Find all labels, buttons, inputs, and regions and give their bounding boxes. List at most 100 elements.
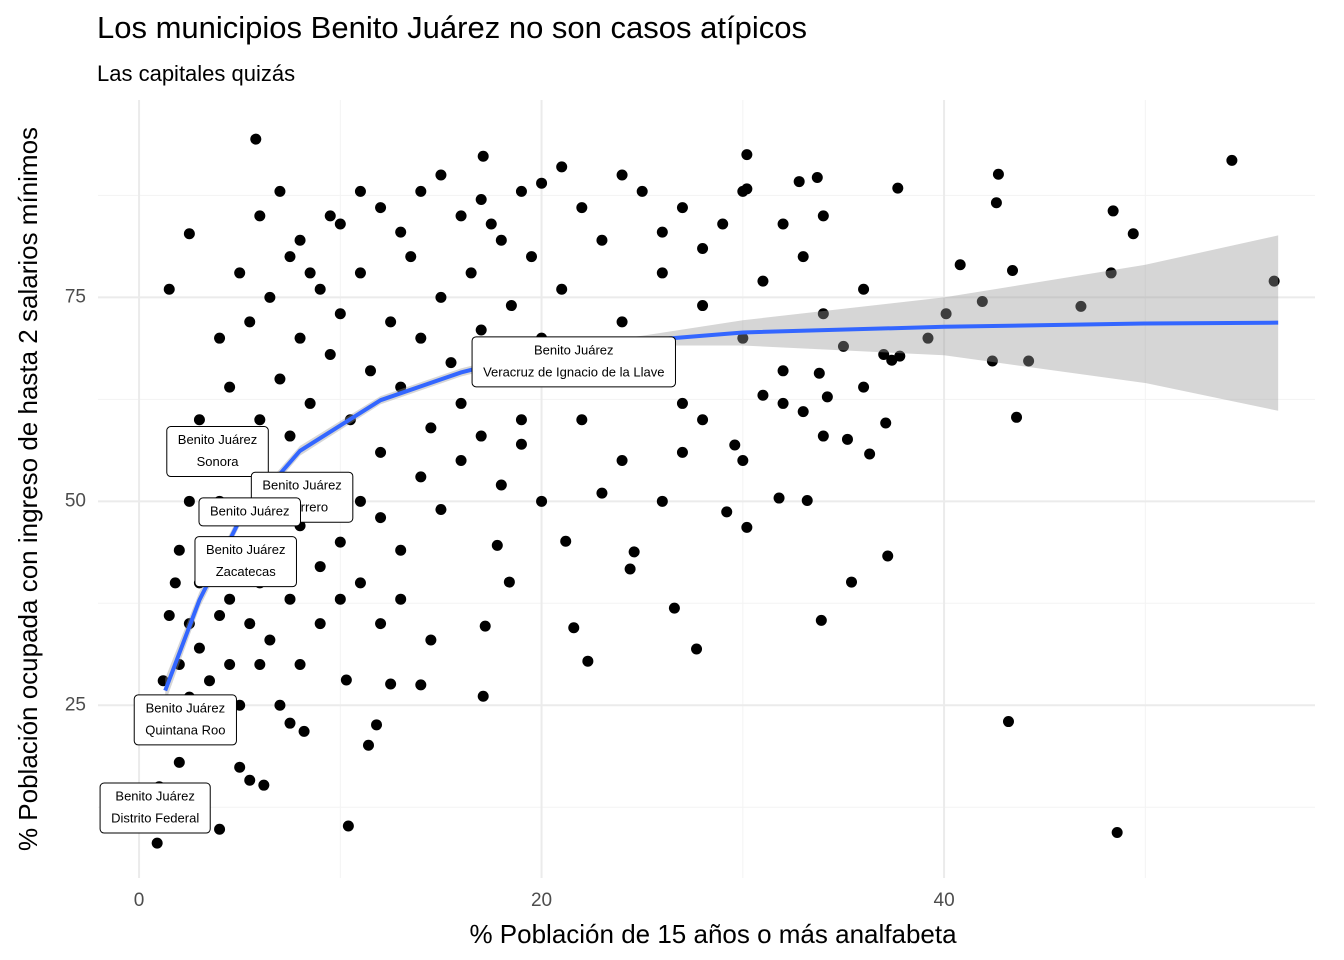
point (258, 779, 270, 791)
point (777, 218, 789, 230)
point (203, 675, 215, 687)
point (294, 234, 306, 246)
label-text: Benito Juárez (146, 700, 226, 715)
point (334, 593, 346, 605)
point (435, 503, 447, 515)
point (1107, 205, 1119, 217)
point (435, 169, 447, 181)
x-axis-title: % Población de 15 años o más analfabeta (469, 919, 957, 949)
point (214, 823, 226, 835)
label-text: Zacatecas (216, 564, 276, 579)
point (455, 210, 467, 222)
label-box (99, 782, 211, 834)
point (515, 438, 527, 450)
point (479, 620, 491, 632)
point (515, 414, 527, 426)
point (811, 171, 823, 183)
point (455, 455, 467, 467)
point (284, 717, 296, 729)
point (314, 283, 326, 295)
point (556, 161, 568, 173)
point (858, 381, 870, 393)
point (1127, 228, 1139, 240)
point (475, 430, 487, 442)
point (737, 332, 749, 344)
x-tick-label: 20 (531, 890, 552, 911)
y-tick-label: 75 (65, 286, 86, 307)
point (741, 149, 753, 161)
point (495, 479, 507, 491)
point (576, 414, 588, 426)
point (656, 267, 668, 279)
point (741, 521, 753, 533)
point (395, 381, 407, 393)
point (254, 414, 266, 426)
point (304, 267, 316, 279)
point (757, 275, 769, 287)
point (1268, 275, 1280, 287)
point (169, 577, 181, 589)
point (596, 234, 608, 246)
point (503, 576, 515, 588)
point (385, 678, 397, 690)
point (697, 242, 709, 254)
point (173, 544, 185, 556)
point (244, 774, 256, 786)
point (1111, 826, 1123, 838)
point (193, 414, 205, 426)
point (425, 422, 437, 434)
point (264, 291, 276, 303)
point (1226, 154, 1238, 166)
point (491, 539, 503, 551)
point (737, 185, 749, 197)
point (817, 430, 829, 442)
point (455, 397, 467, 409)
point (224, 593, 236, 605)
label-box (166, 426, 269, 478)
point (596, 487, 608, 499)
point (576, 202, 588, 214)
point (274, 699, 286, 711)
point (250, 133, 262, 145)
label-text: Benito Juárez (178, 432, 258, 447)
point (624, 563, 636, 575)
point (415, 185, 427, 197)
point (894, 350, 906, 362)
point (151, 837, 163, 849)
point (354, 185, 366, 197)
point (294, 332, 306, 344)
point (864, 448, 876, 460)
point (163, 283, 175, 295)
point (477, 690, 489, 702)
point (324, 210, 336, 222)
point (940, 308, 952, 320)
point (214, 610, 226, 622)
point (616, 455, 628, 467)
point (536, 495, 548, 507)
point (485, 218, 497, 230)
point (375, 202, 387, 214)
point (1075, 300, 1087, 312)
point (992, 168, 1004, 180)
point (314, 561, 326, 573)
point (986, 355, 998, 367)
point (375, 618, 387, 630)
point (465, 267, 477, 279)
point (721, 506, 733, 518)
point (697, 300, 709, 312)
point (435, 291, 447, 303)
point (334, 218, 346, 230)
label-text: Benito Juárez (534, 342, 614, 357)
point (729, 439, 741, 451)
point (183, 495, 195, 507)
point (817, 308, 829, 320)
point (362, 739, 374, 751)
label-box (194, 536, 297, 588)
point (334, 536, 346, 548)
point (371, 719, 383, 731)
point (234, 761, 246, 773)
point (284, 430, 296, 442)
point (304, 397, 316, 409)
point (342, 820, 354, 832)
